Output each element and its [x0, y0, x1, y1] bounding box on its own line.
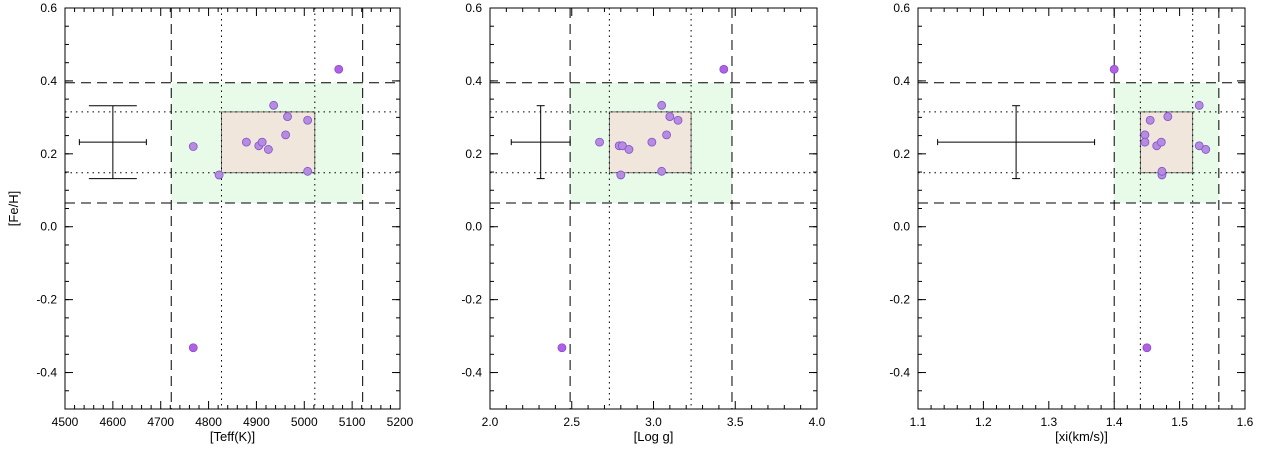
- data-point: [303, 166, 313, 176]
- y-tick-label: 0.4: [40, 74, 57, 88]
- data-point: [269, 100, 279, 110]
- y-tick-label: 0.2: [465, 147, 482, 161]
- data-point: [624, 145, 634, 154]
- y-tick-label: 0.6: [465, 1, 482, 15]
- chart-panel-3: 1.1 1.2 1.3 1.4 1.5 1.6 0.6 0.4 0.2 0.0 -0.2 -0.4 [x…: [889, 1, 1253, 444]
- x-tick-label: 1.6: [1237, 415, 1254, 429]
- data-point: [214, 170, 224, 180]
- x-tick-label: 1.2: [975, 415, 992, 429]
- data-point: [303, 115, 313, 125]
- x-tick-label: 2.5: [563, 415, 580, 429]
- y-tick-label: -0.2: [461, 293, 482, 307]
- data-point: [1140, 137, 1150, 147]
- data-point: [657, 100, 667, 110]
- y-tick-label: 0.2: [893, 147, 910, 161]
- data-point: [1194, 141, 1204, 151]
- data-point: [1145, 115, 1155, 125]
- x-tick-label: 1.3: [1040, 415, 1057, 429]
- y-tick-label: 0.6: [40, 1, 57, 15]
- x-tick-label: 1.1: [910, 415, 927, 429]
- data-point: [283, 112, 292, 122]
- x-tick-label: 3.5: [727, 415, 744, 429]
- data-point: [673, 115, 683, 125]
- y-axis-label: [Fe/H]: [6, 191, 21, 226]
- data-point: [1163, 112, 1173, 122]
- data-point: [662, 130, 671, 140]
- x-tick-label: 4.0: [809, 415, 826, 429]
- outlier-point: [188, 343, 198, 353]
- data-point: [1201, 145, 1211, 154]
- data-point: [281, 130, 291, 140]
- y-tick-label: 0.0: [40, 220, 57, 234]
- data-point: [1194, 100, 1204, 110]
- outlier-point: [1109, 64, 1119, 74]
- inner-region-box: [221, 111, 316, 174]
- data-point: [188, 142, 198, 151]
- y-tick-label: 0.0: [893, 220, 910, 234]
- x-tick-label: 1.4: [1106, 415, 1123, 429]
- data-point: [1140, 130, 1150, 140]
- data-point: [263, 145, 273, 154]
- y-tick-label: 0.4: [465, 74, 482, 88]
- data-point: [241, 137, 251, 147]
- x-tick-label: 4700: [147, 415, 174, 429]
- plot-frame: [64, 7, 401, 410]
- data-point: [1157, 166, 1167, 176]
- x-tick-label: 4500: [52, 415, 79, 429]
- y-tick-label: 0.6: [893, 1, 910, 15]
- outlier-point: [557, 343, 567, 353]
- x-axis-label: [Log g]: [634, 429, 674, 444]
- data-point: [616, 170, 626, 180]
- data-point: [1156, 137, 1166, 147]
- outlier-point: [719, 64, 729, 74]
- x-axis-label: [xi(km/s)]: [1055, 429, 1108, 444]
- x-tick-label: 2.0: [482, 415, 499, 429]
- outlier-point: [334, 64, 344, 74]
- x-tick-label: 3.0: [645, 415, 662, 429]
- x-tick-label: 5200: [387, 415, 414, 429]
- x-tick-label: 5100: [339, 415, 366, 429]
- y-tick-label: 0.2: [40, 147, 57, 161]
- x-tick-label: 4600: [100, 415, 127, 429]
- chart-panel-2: 2.0 2.5 3.0 3.5 4.0 0.6 0.4 0.2 0.0 -0.2 -0.4 [Log …: [461, 1, 825, 444]
- x-tick-label: 4900: [243, 415, 270, 429]
- x-tick-label: 1.5: [1171, 415, 1188, 429]
- data-point: [595, 137, 604, 147]
- y-tick-label: -0.2: [889, 293, 910, 307]
- y-tick-label: -0.4: [461, 366, 482, 380]
- y-tick-label: -0.4: [36, 366, 57, 380]
- y-tick-label: -0.2: [36, 293, 57, 307]
- data-point: [647, 137, 657, 147]
- data-point: [257, 137, 267, 147]
- data-point: [657, 166, 667, 176]
- plot-frame: [489, 7, 818, 410]
- y-tick-label: 0.4: [893, 74, 910, 88]
- plot-frame: [917, 7, 1246, 410]
- chart-panel-1: 4500 4600 4700 4800 4900 5000 5100 5200 0.6 0.4 0.…: [6, 1, 414, 444]
- outlier-point: [1142, 343, 1152, 353]
- x-tick-label: 4800: [195, 415, 222, 429]
- y-tick-label: 0.0: [465, 220, 482, 234]
- data-point: [665, 112, 675, 122]
- x-axis-label: [Teff(K)]: [210, 429, 255, 444]
- data-point: [618, 141, 627, 151]
- y-tick-label: -0.4: [889, 366, 910, 380]
- x-tick-label: 5000: [291, 415, 318, 429]
